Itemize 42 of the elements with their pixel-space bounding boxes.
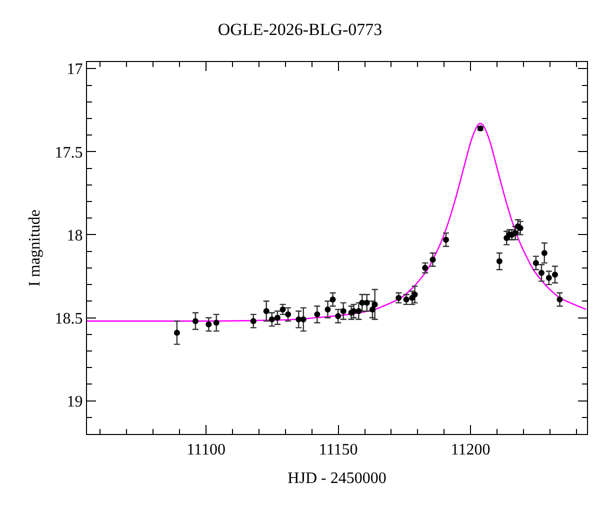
point — [364, 300, 370, 306]
chart-title: OGLE-2026-BLG-0773 — [218, 20, 382, 39]
point — [532, 260, 539, 266]
point — [442, 236, 449, 243]
point — [412, 292, 418, 298]
point — [335, 313, 342, 320]
point — [552, 272, 558, 278]
x-tick-label: 11100 — [186, 441, 226, 458]
point — [250, 318, 256, 324]
point — [538, 270, 544, 276]
point — [174, 330, 180, 336]
point — [541, 250, 548, 256]
point — [213, 320, 220, 326]
point — [512, 230, 518, 236]
point — [517, 225, 524, 232]
point — [350, 308, 357, 314]
y-tick-label: 18.5 — [54, 310, 83, 328]
point — [192, 318, 198, 324]
y-tick-label: 17.5 — [54, 144, 83, 162]
point — [206, 321, 212, 328]
point — [369, 306, 376, 312]
x-axis-title: HJD - 2450000 — [288, 470, 386, 487]
point — [340, 308, 346, 314]
point — [263, 308, 270, 314]
point — [268, 316, 275, 322]
point — [274, 314, 280, 321]
point — [324, 306, 331, 312]
point — [372, 301, 378, 308]
point — [314, 311, 320, 318]
point — [356, 308, 362, 314]
y-tick-label: 17 — [66, 61, 83, 78]
y-tick-label: 18 — [66, 227, 83, 244]
point — [556, 296, 563, 302]
point — [430, 256, 436, 263]
y-axis-title: I magnitude — [26, 210, 44, 286]
x-tick-label: 11200 — [450, 441, 490, 458]
point — [285, 311, 292, 318]
y-tick-label: 19 — [66, 393, 83, 410]
point — [546, 274, 552, 281]
point — [330, 296, 336, 302]
x-tick-label: 11150 — [318, 441, 358, 458]
point — [496, 258, 502, 264]
